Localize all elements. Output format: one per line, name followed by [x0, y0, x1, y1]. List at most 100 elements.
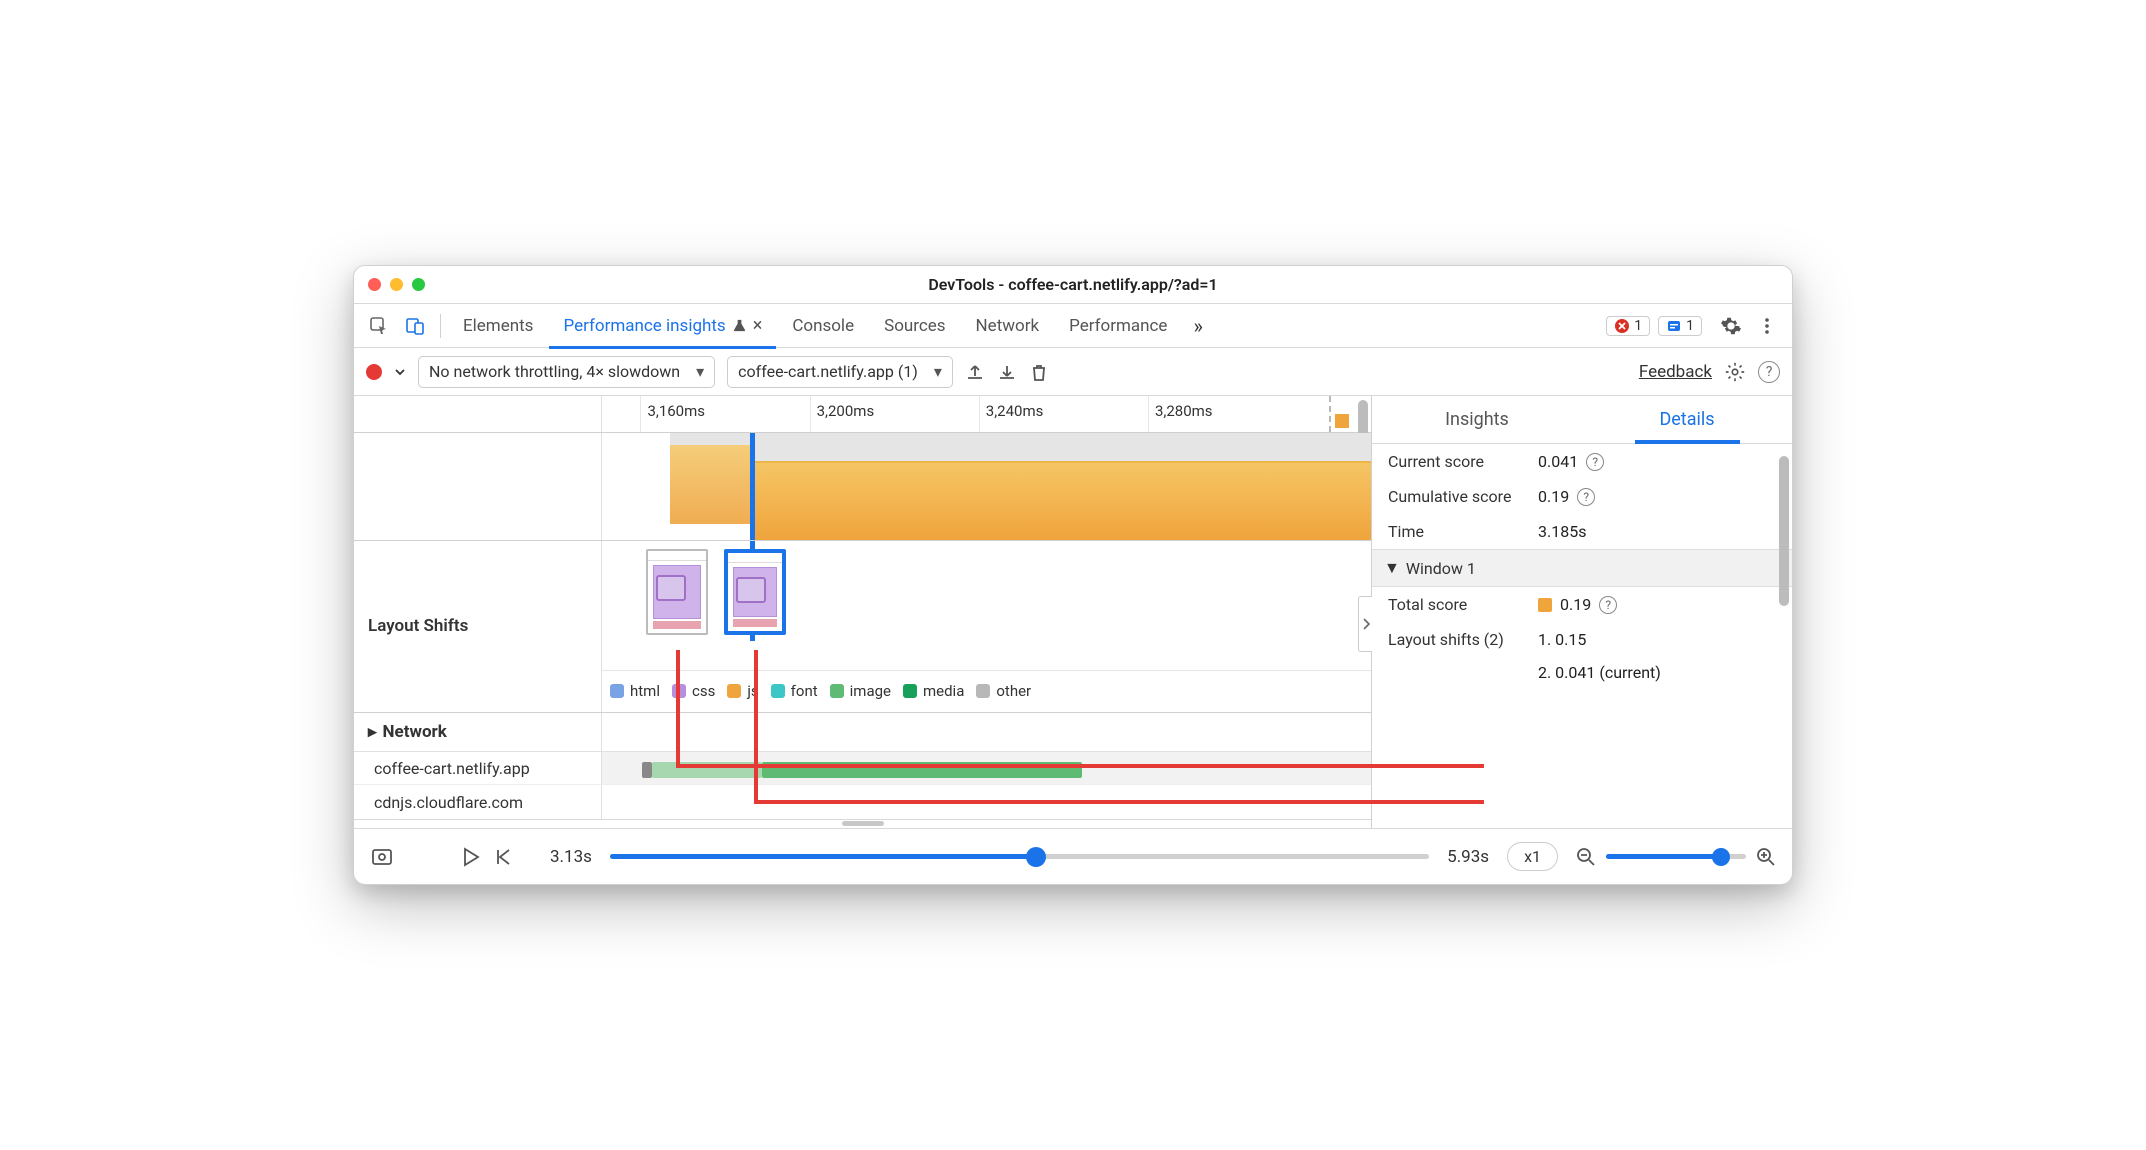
shift-item-2[interactable]: 2. 0.041 (current) [1538, 663, 1661, 682]
shift-item-1[interactable]: 1. 0.15 [1538, 630, 1586, 649]
network-lane-header[interactable]: ▸ Network [354, 713, 1371, 752]
horizontal-scroll-indicator[interactable] [354, 819, 1371, 828]
experiment-flask-icon [732, 318, 747, 333]
issues-badge[interactable]: 1 [1658, 316, 1702, 336]
preview-toggle-icon[interactable] [370, 845, 394, 869]
ruler-tick: 3,240ms [979, 396, 1044, 432]
network-host-row[interactable]: coffee-cart.netlify.app [354, 752, 1371, 785]
time-end: 5.93s [1447, 847, 1489, 867]
legend-css: css [672, 682, 715, 700]
layout-shift-thumb-selected[interactable] [724, 549, 786, 635]
section-title: Window 1 [1406, 559, 1476, 578]
details-tabs: Insights Details [1372, 396, 1792, 444]
time-slider[interactable] [610, 854, 1429, 859]
tab-sources[interactable]: Sources [870, 304, 959, 348]
tab-performance-insights[interactable]: Performance insights × [549, 304, 776, 348]
tick-label: 3,280ms [1155, 402, 1213, 420]
record-button[interactable] [366, 364, 382, 380]
tab-insights[interactable]: Insights [1372, 396, 1582, 443]
host-label: coffee-cart.netlify.app [354, 752, 602, 784]
throttling-value: No network throttling, 4× slowdown [429, 362, 680, 381]
activity-chart[interactable] [602, 433, 1371, 540]
minimize-window-icon[interactable] [390, 278, 403, 291]
tab-label: Sources [884, 316, 945, 336]
close-tab-icon[interactable]: × [753, 315, 763, 336]
help-icon[interactable]: ? [1599, 596, 1617, 614]
window-title: DevTools - coffee-cart.netlify.app/?ad=1 [928, 275, 1217, 294]
row-label: Cumulative score [1388, 487, 1538, 506]
kebab-menu-icon[interactable] [1750, 309, 1784, 343]
help-icon[interactable]: ? [1758, 361, 1780, 383]
row-label: Layout shifts (2) [1388, 630, 1538, 651]
settings-icon[interactable] [1714, 309, 1748, 343]
error-badge[interactable]: 1 [1606, 316, 1650, 336]
panel-collapse-handle[interactable] [1358, 596, 1372, 652]
zoom-slider[interactable] [1606, 854, 1746, 859]
expand-arrow-icon[interactable]: ▸ [368, 722, 377, 742]
row-value: 0.19 [1560, 595, 1591, 614]
request-bar[interactable] [762, 762, 1082, 778]
close-window-icon[interactable] [368, 278, 381, 291]
record-dropdown-icon[interactable] [394, 366, 406, 378]
playback-speed[interactable]: x1 [1507, 842, 1558, 871]
device-toggle-icon[interactable] [398, 309, 432, 343]
legend-other: other [976, 682, 1031, 700]
traffic-lights [368, 278, 425, 291]
inspect-element-icon[interactable] [362, 309, 396, 343]
row-label: Current score [1388, 452, 1538, 471]
ruler-tick: 3,200ms [810, 396, 875, 432]
chart-pre-block [670, 445, 754, 524]
delete-icon[interactable] [1029, 362, 1049, 382]
details-scrollbar[interactable] [1776, 396, 1790, 828]
request-bar[interactable] [642, 762, 652, 778]
chevron-down-icon: ▾ [934, 362, 942, 381]
zoom-in-icon[interactable] [1756, 847, 1776, 867]
tabs-overflow-icon[interactable]: » [1183, 314, 1212, 338]
error-count: 1 [1634, 318, 1642, 334]
time-row: Time 3.185s [1372, 514, 1792, 549]
network-host-row[interactable]: cdnjs.cloudflare.com [354, 785, 1371, 818]
tab-elements[interactable]: Elements [449, 304, 547, 348]
playback-footer: 3.13s 5.93s x1 [354, 828, 1792, 884]
maximize-window-icon[interactable] [412, 278, 425, 291]
error-icon [1614, 318, 1630, 334]
current-score-row: Current score 0.041? [1372, 444, 1792, 479]
request-bar[interactable] [652, 762, 762, 778]
time-ruler[interactable]: 3,160ms 3,200ms 3,240ms 3,280ms [354, 396, 1371, 433]
activity-chart-row [354, 433, 1371, 541]
main-area: 3,160ms 3,200ms 3,240ms 3,280ms [354, 396, 1792, 828]
score-color-swatch [1538, 598, 1552, 612]
host-bars [602, 752, 1371, 784]
chevron-down-icon: ▾ [696, 362, 704, 381]
ruler-dashed-marker [1329, 396, 1331, 432]
help-icon[interactable]: ? [1577, 488, 1595, 506]
titlebar: DevTools - coffee-cart.netlify.app/?ad=1 [354, 266, 1792, 304]
devtools-window: DevTools - coffee-cart.netlify.app/?ad=1… [353, 265, 1793, 885]
issue-icon [1666, 318, 1682, 334]
play-icon[interactable] [462, 847, 480, 867]
row-label: Total score [1388, 595, 1538, 614]
tab-label: Performance insights [563, 316, 725, 336]
throttling-select[interactable]: No network throttling, 4× slowdown ▾ [418, 356, 715, 388]
separator [440, 314, 441, 338]
page-select[interactable]: coffee-cart.netlify.app (1) ▾ [727, 356, 953, 388]
panel-settings-icon[interactable] [1724, 361, 1746, 383]
import-icon[interactable] [997, 362, 1017, 382]
rewind-start-icon[interactable] [494, 847, 512, 867]
tick-label: 3,200ms [817, 402, 875, 420]
page-select-value: coffee-cart.netlify.app (1) [738, 362, 918, 381]
ruler-gutter [354, 396, 602, 432]
layout-shift-thumb[interactable] [646, 549, 708, 635]
zoom-controls [1576, 847, 1776, 867]
feedback-link[interactable]: Feedback [1639, 362, 1712, 382]
legend-image: image [830, 682, 891, 700]
window-section-header[interactable]: ▼ Window 1 [1372, 549, 1792, 587]
tick-label: 3,160ms [647, 402, 705, 420]
tab-console[interactable]: Console [778, 304, 868, 348]
help-icon[interactable]: ? [1586, 453, 1604, 471]
tab-details[interactable]: Details [1582, 396, 1792, 443]
tab-performance[interactable]: Performance [1055, 304, 1181, 348]
zoom-out-icon[interactable] [1576, 847, 1596, 867]
export-icon[interactable] [965, 362, 985, 382]
tab-network[interactable]: Network [962, 304, 1054, 348]
